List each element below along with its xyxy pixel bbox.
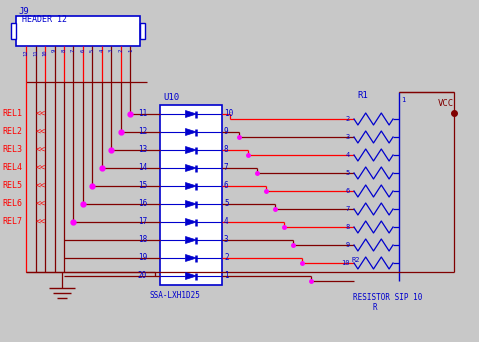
Text: J9: J9 <box>18 8 29 16</box>
Text: 16: 16 <box>138 199 147 209</box>
Text: 5: 5 <box>346 170 350 176</box>
Polygon shape <box>185 165 196 171</box>
Text: 1: 1 <box>401 97 405 103</box>
Text: 3: 3 <box>109 49 114 52</box>
Text: 8: 8 <box>61 49 67 52</box>
Polygon shape <box>185 146 196 154</box>
Text: 12: 12 <box>138 128 147 136</box>
Text: 14: 14 <box>138 163 147 172</box>
Text: 5: 5 <box>224 199 228 209</box>
Text: R2: R2 <box>352 257 361 263</box>
Text: 15: 15 <box>138 182 147 190</box>
Polygon shape <box>185 254 196 262</box>
Polygon shape <box>185 110 196 118</box>
Polygon shape <box>185 273 196 279</box>
Text: 11: 11 <box>138 109 147 118</box>
Text: 9: 9 <box>346 242 350 248</box>
Text: 4: 4 <box>346 152 350 158</box>
Polygon shape <box>185 183 196 189</box>
Text: 2: 2 <box>346 116 350 122</box>
Text: REL6: REL6 <box>2 199 22 209</box>
Text: REL5: REL5 <box>2 182 22 190</box>
Text: R1: R1 <box>357 92 368 101</box>
Text: REL3: REL3 <box>2 145 22 155</box>
Bar <box>11 23 16 39</box>
Text: 10: 10 <box>342 260 350 266</box>
Text: <<: << <box>36 199 46 209</box>
Text: 4: 4 <box>100 49 104 52</box>
Text: 5: 5 <box>90 49 95 52</box>
Text: R: R <box>373 303 377 313</box>
Text: 6: 6 <box>80 49 85 52</box>
Text: REL2: REL2 <box>2 128 22 136</box>
Text: HEADER 12: HEADER 12 <box>22 14 67 24</box>
Text: 8: 8 <box>346 224 350 230</box>
Text: 20: 20 <box>138 272 147 280</box>
Polygon shape <box>185 129 196 135</box>
Text: 2: 2 <box>118 49 124 52</box>
Bar <box>16 16 140 46</box>
Text: 1: 1 <box>128 49 133 52</box>
Text: 12: 12 <box>23 49 28 55</box>
Text: 7: 7 <box>71 49 76 52</box>
Text: <<: << <box>36 218 46 226</box>
Text: <<: << <box>36 109 46 118</box>
Text: VCC: VCC <box>438 100 454 108</box>
Text: 7: 7 <box>224 163 228 172</box>
Text: 11: 11 <box>33 49 38 55</box>
Text: <<: << <box>36 163 46 172</box>
Text: 1: 1 <box>224 272 228 280</box>
Text: 9: 9 <box>224 128 228 136</box>
Text: 6: 6 <box>346 188 350 194</box>
Text: <<: << <box>36 128 46 136</box>
Text: 6: 6 <box>224 182 228 190</box>
Text: 3: 3 <box>224 236 228 245</box>
Bar <box>140 23 145 39</box>
Text: SSA-LXH1D25: SSA-LXH1D25 <box>150 290 201 300</box>
Bar <box>160 105 222 285</box>
Text: REL7: REL7 <box>2 218 22 226</box>
Text: REL4: REL4 <box>2 163 22 172</box>
Text: 9: 9 <box>52 49 57 52</box>
Text: <<: << <box>36 145 46 155</box>
Text: 18: 18 <box>138 236 147 245</box>
Text: 17: 17 <box>138 218 147 226</box>
Text: 13: 13 <box>138 145 147 155</box>
Text: RESISTOR SIP 10: RESISTOR SIP 10 <box>353 293 422 303</box>
Text: 19: 19 <box>138 253 147 263</box>
Text: U10: U10 <box>163 93 179 103</box>
Text: 10: 10 <box>43 49 47 55</box>
Text: 3: 3 <box>346 134 350 140</box>
Polygon shape <box>185 237 196 244</box>
Text: REL1: REL1 <box>2 109 22 118</box>
Text: <<: << <box>36 182 46 190</box>
Text: 2: 2 <box>224 253 228 263</box>
Text: 4: 4 <box>224 218 228 226</box>
Text: 7: 7 <box>346 206 350 212</box>
Polygon shape <box>185 219 196 225</box>
Text: 10: 10 <box>224 109 233 118</box>
Polygon shape <box>185 200 196 208</box>
Text: 8: 8 <box>224 145 228 155</box>
